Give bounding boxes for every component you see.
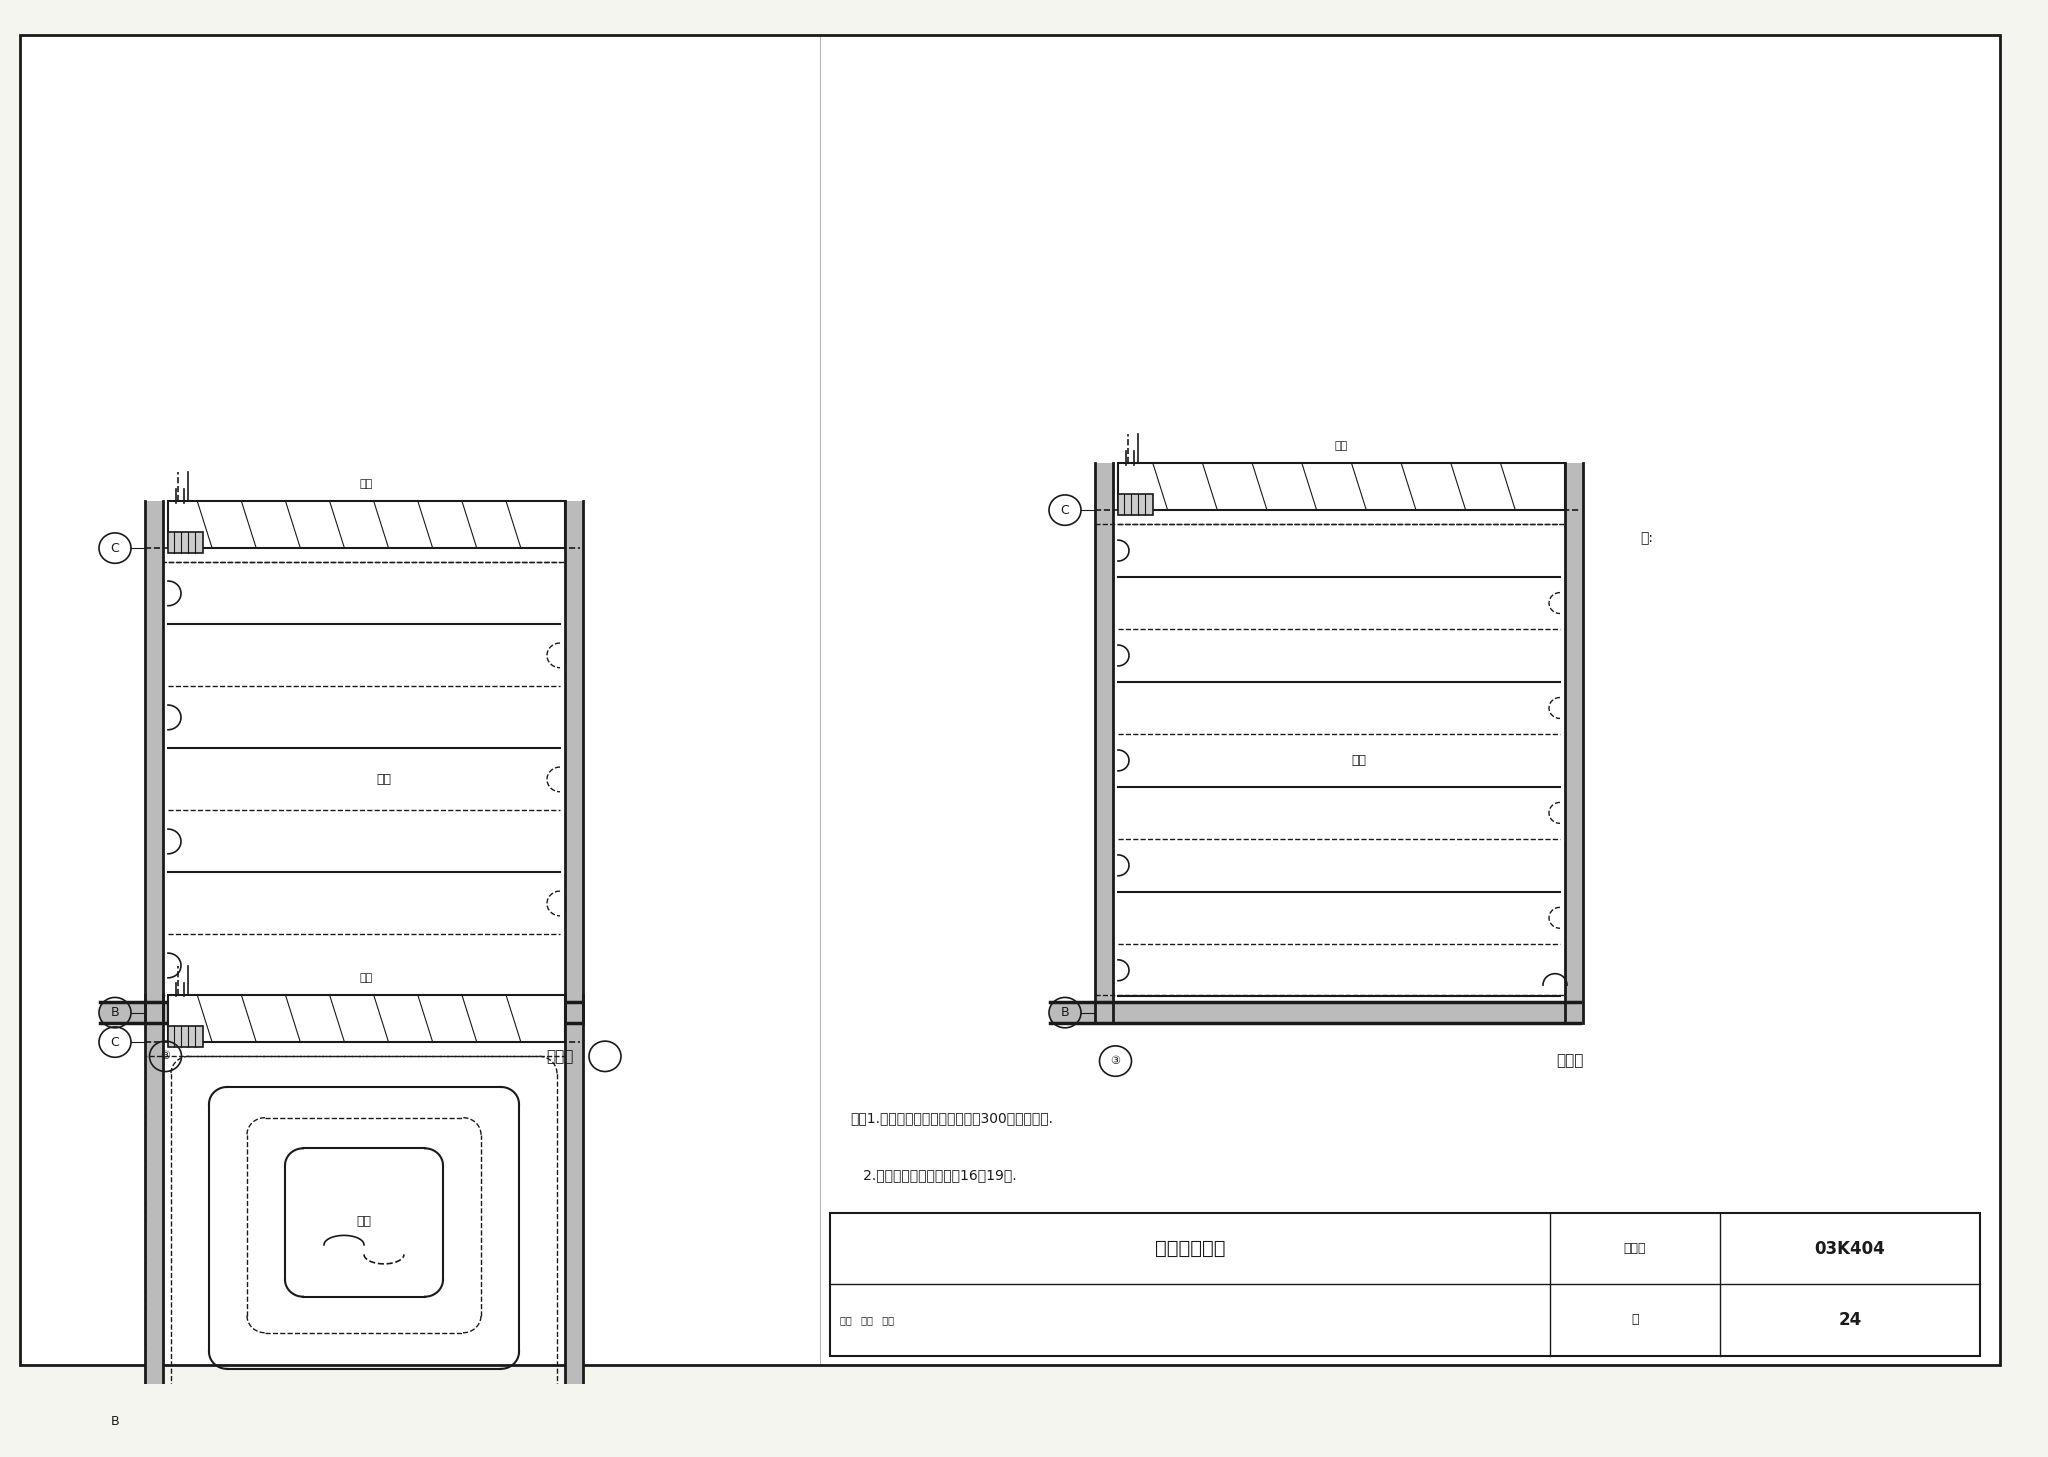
- Text: ③: ③: [1110, 1056, 1120, 1067]
- Bar: [145, 501, 164, 1023]
- Bar: [1565, 463, 1583, 1023]
- Text: C: C: [111, 1036, 119, 1049]
- Bar: [168, 1026, 203, 1046]
- Bar: [100, 1002, 580, 1023]
- Text: B: B: [111, 1007, 119, 1018]
- Text: ③: ③: [160, 1052, 170, 1061]
- Bar: [565, 995, 584, 1432]
- Text: 直列形: 直列形: [547, 1049, 573, 1064]
- Bar: [829, 1214, 1980, 1355]
- Bar: [1118, 494, 1153, 514]
- Text: C: C: [1061, 504, 1069, 517]
- Text: 页: 页: [1632, 1313, 1638, 1326]
- Bar: [1051, 1002, 1579, 1023]
- Text: 注：1.直列形只适用于管间距大于300的布管方式.: 注：1.直列形只适用于管间距大于300的布管方式.: [850, 1112, 1053, 1125]
- Text: 衣柜: 衣柜: [360, 973, 373, 983]
- Bar: [145, 1056, 565, 1403]
- Text: B: B: [111, 1415, 119, 1428]
- Text: 2.边界保温带及伸缩缝见16～19页.: 2.边界保温带及伸缩缝见16～19页.: [850, 1169, 1016, 1182]
- Text: 往复形: 往复形: [1556, 1053, 1583, 1068]
- Text: 客厅: 客厅: [356, 1215, 371, 1228]
- Text: 注:: 注:: [1640, 532, 1653, 545]
- Text: 管道布置示意: 管道布置示意: [1155, 1240, 1225, 1259]
- Text: 客厅: 客厅: [1352, 753, 1366, 766]
- Text: 衣柜: 衣柜: [360, 479, 373, 490]
- Bar: [1096, 463, 1112, 1023]
- Bar: [168, 501, 565, 548]
- Bar: [145, 995, 164, 1432]
- Text: 03K404: 03K404: [1815, 1240, 1886, 1257]
- Text: 24: 24: [1839, 1311, 1862, 1329]
- Text: C: C: [111, 542, 119, 555]
- Text: 图集号: 图集号: [1624, 1243, 1647, 1254]
- Bar: [565, 501, 584, 1023]
- Text: 客厅: 客厅: [377, 772, 391, 785]
- Bar: [145, 562, 565, 995]
- Text: B: B: [1061, 1007, 1069, 1018]
- Bar: [168, 532, 203, 552]
- Bar: [168, 995, 565, 1042]
- Bar: [100, 1410, 580, 1432]
- Bar: [1096, 525, 1565, 995]
- Text: 衣柜: 衣柜: [1335, 441, 1348, 452]
- Bar: [1118, 463, 1565, 510]
- Text: 审核   校对   设计: 审核 校对 设计: [840, 1314, 895, 1324]
